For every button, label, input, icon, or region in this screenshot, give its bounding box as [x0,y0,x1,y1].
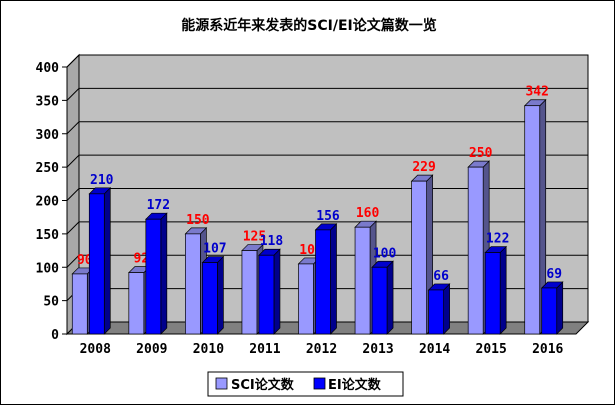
data-label: 66 [433,269,449,284]
data-label: 125 [243,230,266,245]
x-tick-label: 2008 [80,342,111,357]
x-tick-label: 2016 [532,342,563,357]
bar-side [556,281,564,335]
gridline [66,121,588,135]
data-label: 229 [412,160,435,175]
bar [71,273,88,335]
bar [354,226,371,335]
legend-swatch-sci [215,377,228,390]
bar-side [160,212,168,335]
data-label: 160 [356,206,380,221]
bar [371,266,388,335]
x-tick-label: 2009 [136,342,167,357]
bar [258,254,275,335]
bar-side [103,186,111,335]
bar [298,263,314,335]
legend-label-ei: EI论文数 [328,377,382,393]
legend-label-sci: SCI论文数 [231,377,295,393]
legend: SCI论文数 EI论文数 [207,371,404,397]
data-label: 150 [186,213,210,228]
legend-box [207,371,404,397]
x-tick-label: 2012 [306,342,337,357]
x-tick-label: 2014 [419,342,450,357]
data-label: 156 [316,209,340,224]
y-tick-label: 400 [36,61,60,76]
bar-side [386,260,394,335]
gridline [66,54,588,68]
data-label: 250 [469,146,493,161]
gridline [66,87,588,101]
bar [241,250,258,335]
bar [128,272,145,335]
y-tick-label: 0 [51,328,59,343]
bar [467,166,484,335]
y-tick-label: 200 [36,195,60,210]
x-tick-label: 2013 [362,342,393,357]
data-label: 69 [546,267,562,282]
bar-side [499,245,507,335]
data-label: 90 [77,253,93,268]
bar-side [330,223,337,335]
bar [145,218,162,335]
bar-side [443,283,450,335]
y-tick-label: 300 [36,128,60,143]
chart-title: 能源系近年来发表的SCI/EI论文篇数一览 [181,17,436,34]
data-label: 172 [147,198,170,213]
bar [202,262,218,335]
bar-side [273,248,281,335]
x-tick-label: 2015 [476,342,507,357]
legend-swatch-ei [313,377,326,390]
bar [411,180,427,335]
data-label: 342 [525,85,548,100]
bar [524,105,541,335]
x-tick-label: 2011 [249,342,280,357]
bar [541,287,558,335]
y-tick-label: 150 [36,228,60,243]
data-label: 118 [260,234,284,249]
data-label: 100 [373,246,397,261]
bar [428,289,444,335]
bar-side [217,255,224,335]
y-tick-label: 100 [36,261,60,276]
y-tick-label: 350 [36,94,60,109]
plot-area: 0 50 100 150 200 250 300 350 400 90 210 2008 92 172 20… [36,53,590,357]
x-tick-label: 2010 [193,342,224,357]
gridline [66,154,588,168]
data-label: 92 [134,252,150,267]
bar [484,252,501,335]
bar [88,193,105,335]
y-tick-label: 50 [43,295,59,310]
data-label: 122 [486,232,509,247]
data-label: 210 [90,173,114,188]
y-tick-label: 250 [36,161,60,176]
data-label: 107 [203,242,226,257]
bar [185,233,201,335]
bar [315,229,331,335]
